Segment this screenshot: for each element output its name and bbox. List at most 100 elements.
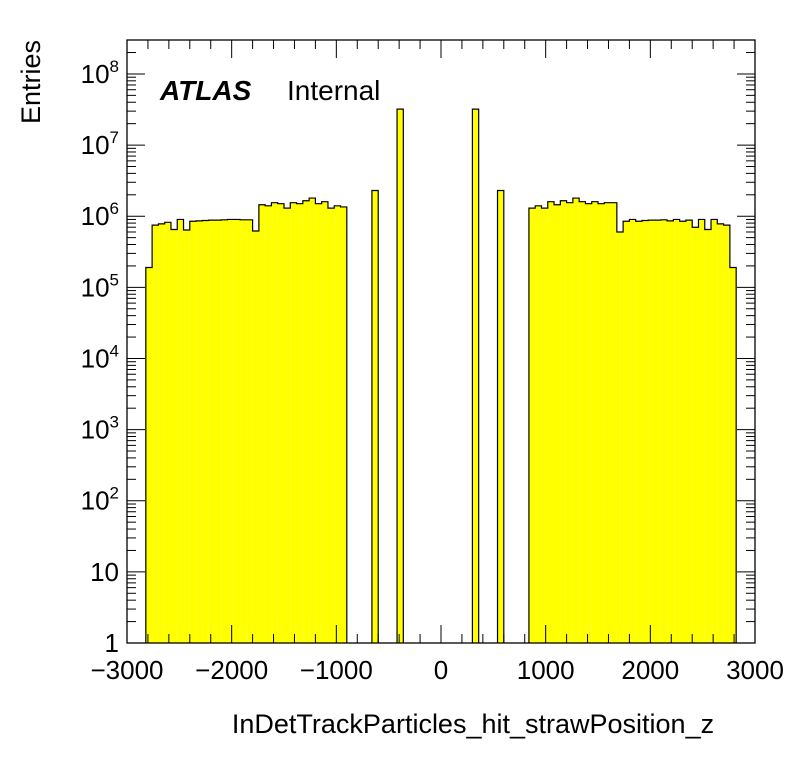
y-tick-label: 106 (81, 199, 119, 231)
histogram-bin (302, 200, 310, 644)
histogram-bin (648, 220, 655, 643)
histogram-bin (309, 198, 316, 644)
histogram-bin (528, 208, 536, 643)
histogram-bin (152, 225, 159, 643)
histogram-bin (541, 208, 548, 643)
histogram-bin (284, 208, 291, 643)
histogram-outline (496, 189, 505, 643)
y-tick-label: 108 (81, 57, 119, 89)
histogram-bin (591, 201, 598, 643)
y-tick-label: 104 (81, 342, 119, 374)
histogram-bin (208, 220, 215, 643)
histogram-bin (711, 219, 718, 643)
x-tick-label: 0 (434, 655, 448, 685)
histogram-bin (635, 221, 642, 643)
histogram-bin (145, 267, 153, 643)
x-tick-label: 1000 (517, 655, 575, 685)
histogram-bin (623, 221, 630, 643)
internal-label: Internal (287, 75, 380, 106)
histogram-bin (334, 205, 341, 643)
histogram-bin (227, 219, 234, 643)
histogram-bin (202, 220, 209, 643)
histogram-bin (692, 227, 699, 643)
histogram-bin (265, 205, 272, 643)
x-tick-label: −3000 (90, 655, 163, 685)
histogram-bin (629, 219, 636, 643)
histogram-bin (472, 109, 479, 643)
histogram-bin (704, 229, 712, 643)
histogram-bin (554, 204, 561, 644)
histogram-bars (145, 108, 737, 644)
x-tick-label: −2000 (195, 655, 268, 685)
histogram-bin (667, 220, 674, 644)
y-tick-label: 103 (81, 413, 119, 445)
histogram-bin (535, 205, 542, 643)
histogram-bin (579, 201, 586, 643)
x-tick-label: 2000 (621, 655, 679, 685)
x-tick-label: 3000 (726, 655, 784, 685)
histogram-bin (560, 200, 567, 644)
histogram-outline (528, 197, 737, 643)
histogram-bin (196, 220, 203, 644)
histogram-bin (497, 190, 504, 643)
histogram-bin (547, 201, 555, 643)
y-tick-label: 107 (81, 128, 119, 160)
y-tick-label: 105 (81, 270, 119, 302)
y-tick-label: 1 (105, 628, 119, 658)
histogram-bin (641, 220, 649, 643)
histogram-bin (290, 202, 297, 644)
histogram-bin (183, 229, 190, 644)
histogram-bin (723, 225, 730, 643)
histogram-bin (315, 203, 322, 643)
histogram-bin (397, 109, 404, 643)
histogram-bin (673, 219, 680, 643)
histogram-outline (471, 108, 480, 643)
histogram-bin (610, 202, 617, 644)
atlas-label: ATLAS (159, 75, 252, 106)
y-tick-label: 102 (81, 484, 119, 516)
axis-ticks (126, 39, 756, 644)
histogram-bin (240, 219, 247, 644)
histogram-bin (604, 202, 611, 644)
histogram-bin (598, 203, 605, 643)
histogram-bin (214, 220, 222, 643)
histogram-outline (145, 197, 348, 643)
histogram-bin (246, 219, 253, 644)
histogram-bin (170, 229, 178, 643)
histogram-bin (729, 267, 737, 643)
histogram-bin (566, 202, 573, 644)
histogram-bin (660, 219, 668, 644)
x-axis-title: InDetTrackParticles_hit_strawPosition_z (232, 709, 714, 739)
histogram-bin (572, 198, 580, 644)
histogram-bin (585, 203, 592, 643)
histogram-bin (189, 221, 197, 643)
y-axis-title: Entries (16, 40, 46, 124)
histogram-bin (327, 208, 335, 643)
histogram-bin (654, 220, 661, 643)
histogram-bin (321, 201, 328, 643)
histogram-bin (233, 219, 241, 643)
histogram-outline (371, 189, 379, 643)
histogram-bin (271, 202, 278, 644)
histogram-bin (177, 219, 184, 643)
histogram-bin (158, 223, 165, 643)
histogram-bin (679, 221, 686, 643)
histogram-outline (396, 108, 404, 643)
y-tick-labels: 1 10 102 103 104 105 106 107 108 (81, 57, 119, 658)
histogram-bin (258, 204, 266, 644)
x-tick-label: −1000 (300, 655, 373, 685)
histogram-bin (698, 219, 705, 643)
histogram-bin (164, 222, 171, 643)
y-tick-label: 10 (90, 557, 119, 587)
histogram-bin (296, 203, 303, 643)
histogram-bin (685, 220, 693, 643)
histogram-bin (616, 231, 624, 644)
histogram-bin (717, 223, 724, 643)
histogram-bin (221, 219, 228, 644)
histogram-bin (371, 190, 379, 643)
histogram-bin (252, 230, 259, 643)
x-tick-labels: −3000 −2000 −1000 0 1000 2000 3000 (90, 655, 783, 685)
histogram-bin (277, 203, 284, 643)
histogram-bin (340, 206, 347, 643)
